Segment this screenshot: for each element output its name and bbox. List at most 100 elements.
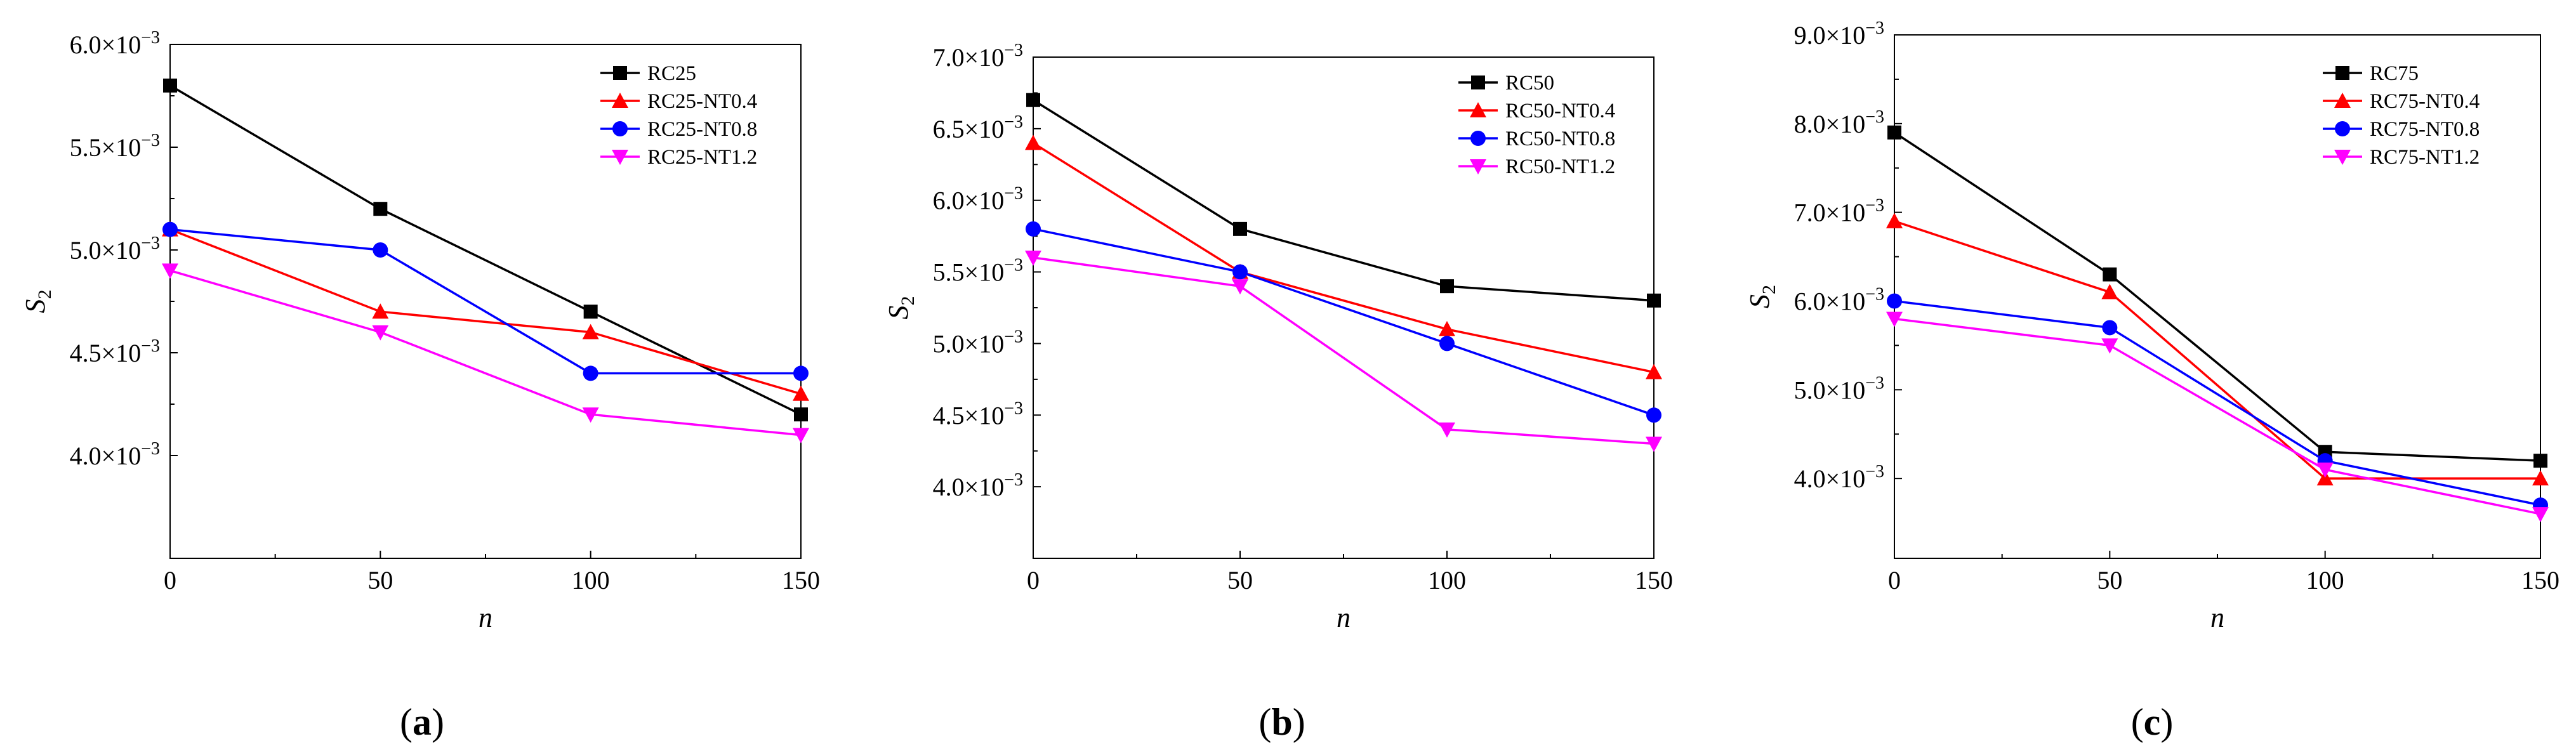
- data-point: [372, 325, 389, 341]
- series-line: [1033, 256, 1655, 445]
- data-point: [1026, 93, 1040, 107]
- y-tick-multiplier: ×10: [1826, 376, 1866, 404]
- x-tick-label: 50: [1227, 566, 1253, 594]
- y-tick-exponent: −3: [1865, 284, 1884, 304]
- data-point: [1647, 293, 1661, 308]
- x-axis-title: n: [2210, 602, 2224, 633]
- x-tick-label: 50: [2097, 566, 2122, 594]
- y-tick-multiplier: ×10: [1826, 464, 1866, 493]
- legend-marker: [613, 66, 627, 80]
- data-point: [582, 324, 599, 339]
- legend-label: RC75-NT1.2: [2370, 146, 2480, 169]
- x-axis-title: n: [479, 602, 492, 633]
- y-tick-mantissa: 5.0: [1794, 376, 1826, 404]
- legend-marker: [612, 93, 628, 108]
- data-point: [1886, 213, 1903, 228]
- legend-marker: [2335, 66, 2349, 80]
- data-point: [1646, 364, 1662, 379]
- y-tick-mantissa: 5.0: [70, 236, 102, 265]
- y-axis-title-subscript: 2: [1759, 285, 1780, 294]
- y-tick-label: 8.0×10−3: [1794, 107, 1884, 138]
- y-tick-label: 4.5×10−3: [933, 398, 1023, 430]
- x-tick-label: 100: [572, 566, 610, 594]
- panel-label-close: ): [1293, 701, 1305, 743]
- data-point: [794, 407, 808, 422]
- panel-label: (a): [400, 701, 444, 743]
- legend-marker: [2334, 150, 2351, 165]
- legend-label: RC50-NT1.2: [1505, 155, 1615, 178]
- y-tick-label: 6.0×10−3: [1794, 284, 1884, 315]
- data-point: [793, 385, 809, 401]
- y-tick-mantissa: 6.5: [933, 115, 965, 143]
- data-point: [373, 242, 388, 258]
- y-tick-multiplier: ×10: [1826, 199, 1866, 227]
- y-tick-label: 6.5×10−3: [933, 112, 1023, 143]
- series-RC75-NT0.4: [1886, 213, 2549, 486]
- y-tick-label: 4.0×10−3: [70, 439, 160, 470]
- series-line: [1894, 299, 2541, 506]
- y-tick-mantissa: 8.0: [1794, 110, 1826, 138]
- y-tick-mantissa: 6.0: [933, 187, 965, 215]
- y-tick-label: 5.0×10−3: [70, 233, 160, 265]
- data-point: [1440, 279, 1454, 294]
- legend-marker: [1470, 159, 1486, 174]
- data-point: [1439, 422, 1455, 438]
- y-axis-title: S2: [20, 290, 55, 313]
- panel-label-letter: c: [2144, 701, 2161, 743]
- series-line: [169, 269, 802, 437]
- y-tick-label: 5.0×10−3: [1794, 373, 1884, 404]
- y-tick-exponent: −3: [141, 28, 160, 48]
- y-tick-mantissa: 9.0: [1794, 21, 1826, 49]
- y-tick-multiplier: ×10: [1826, 110, 1866, 138]
- data-point: [2316, 463, 2334, 478]
- y-tick-exponent: −3: [1004, 398, 1023, 418]
- data-point: [1646, 437, 1662, 452]
- legend: RC50 RC50-NT0.4 RC50-NT0.8 RC50-NT1.2: [1458, 72, 1615, 178]
- y-tick-mantissa: 5.5: [70, 133, 102, 162]
- data-point: [1439, 336, 1455, 351]
- series-RC50-NT1.2: [1025, 251, 1662, 452]
- data-point: [1887, 125, 1901, 140]
- legend-marker: [1470, 131, 1486, 146]
- y-tick-multiplier: ×10: [102, 442, 142, 470]
- y-tick-multiplier: ×10: [965, 187, 1005, 215]
- data-point: [162, 221, 178, 237]
- y-tick-mantissa: 7.0: [933, 43, 965, 72]
- y-tick-label: 5.0×10−3: [933, 327, 1023, 358]
- y-tick-label: 7.0×10−3: [1794, 196, 1884, 227]
- series-RC25-NT1.2: [162, 263, 809, 443]
- data-point: [1886, 312, 1903, 327]
- y-tick-multiplier: ×10: [1826, 287, 1866, 315]
- data-point: [2101, 338, 2118, 354]
- legend-label: RC50-NT0.8: [1505, 128, 1615, 150]
- y-tick-exponent: −3: [141, 336, 160, 356]
- x-tick-label: 150: [2521, 566, 2559, 594]
- data-point: [582, 407, 599, 423]
- legend-label: RC25: [647, 62, 696, 85]
- legend-marker: [612, 150, 628, 165]
- data-point: [373, 202, 388, 216]
- y-tick-exponent: −3: [1865, 107, 1884, 127]
- series-line: [1033, 99, 1655, 302]
- data-point: [1025, 251, 1041, 266]
- series-line: [1894, 317, 2541, 515]
- series-line: [1894, 131, 2541, 462]
- y-tick-exponent: −3: [141, 131, 160, 150]
- y-tick-exponent: −3: [1004, 470, 1023, 490]
- y-tick-exponent: −3: [1865, 462, 1884, 482]
- y-tick-multiplier: ×10: [102, 30, 142, 59]
- x-tick-label: 0: [164, 566, 176, 594]
- series-RC50: [1026, 93, 1661, 308]
- data-point: [583, 365, 598, 381]
- data-point: [2532, 507, 2549, 523]
- panel-label: (b): [1258, 701, 1305, 743]
- y-tick-exponent: −3: [1865, 196, 1884, 216]
- y-tick-label: 6.0×10−3: [933, 184, 1023, 215]
- data-point: [2533, 454, 2547, 468]
- x-axis-title: n: [1337, 602, 1351, 633]
- x-tick-label: 0: [1888, 566, 1901, 594]
- y-tick-label: 6.0×10−3: [70, 28, 160, 59]
- y-tick-label: 9.0×10−3: [1794, 18, 1884, 49]
- y-tick-exponent: −3: [1004, 184, 1023, 204]
- series-line: [1033, 141, 1655, 374]
